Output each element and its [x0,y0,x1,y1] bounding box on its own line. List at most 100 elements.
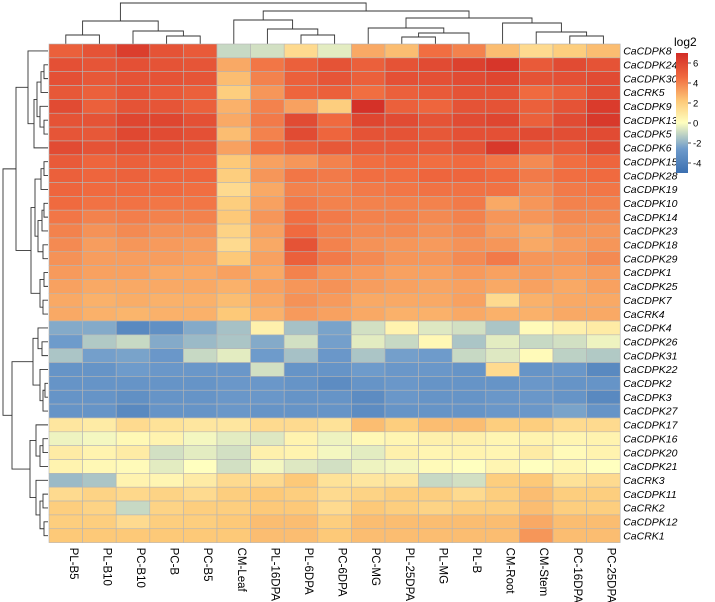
heatmap-cell [149,445,184,460]
heatmap-cell [82,140,117,156]
heatmap-cell [317,306,352,322]
heatmap-cell [216,514,251,530]
heatmap-cell [351,376,386,391]
heatmap-cell [351,362,386,377]
heatmap-cell [216,334,251,350]
dendrogram-branch [44,382,48,398]
heatmap-cell [82,237,117,253]
heatmap-cell [183,71,218,86]
heatmap-cell [183,389,218,405]
heatmap-cell [519,168,554,183]
heatmap-cell [250,320,285,336]
heatmap-cell [519,459,554,474]
heatmap-cell [115,71,151,86]
heatmap-cell [552,251,587,266]
heatmap-cell [183,292,218,308]
heatmap-cell [485,459,520,474]
heatmap-cell [519,417,554,433]
heatmap-cell [250,403,285,419]
heatmap-cell [216,112,251,128]
dendrogram-branch [40,168,48,190]
heatmap-cell [149,528,184,543]
heatmap-cell [485,279,520,294]
heatmap-cell [48,140,83,156]
heatmap-cell [552,514,587,530]
heatmap-cell [149,348,184,363]
heatmap-cell [586,237,621,253]
heatmap-cell [283,403,319,419]
heatmap-cell [485,376,520,391]
heatmap-cell [250,99,285,114]
row-label: CaCDPK1 [623,267,671,279]
heatmap-cell [216,292,251,308]
heatmap-cell [48,43,83,59]
heatmap-cell [384,126,419,142]
heatmap-cell [48,126,83,142]
column-label: PC-B10 [134,548,146,588]
heatmap-cell [149,334,184,350]
heatmap-cell [418,112,453,128]
heatmap-cell [519,154,554,169]
heatmap-cell [317,320,352,336]
heatmap-cell [115,57,151,72]
heatmap-cell [115,168,151,183]
heatmap-cell [183,486,218,502]
heatmap-cell [451,500,487,516]
heatmap-cell [351,99,386,114]
heatmap-cell [283,348,319,363]
heatmap-cell [283,182,319,197]
heatmap-cell [552,43,587,59]
heatmap-cell [351,320,386,336]
heatmap-cell [586,71,621,86]
heatmap-cell [216,473,251,488]
heatmap-cell [586,168,621,183]
heatmap-cell [115,459,151,474]
heatmap-cell [485,292,520,308]
heatmap-cell [384,334,419,350]
legend-title: log2 [674,35,697,49]
heatmap-cell [115,445,151,460]
heatmap-cell [552,112,587,128]
heatmap-cell [283,362,319,377]
heatmap-cell [586,292,621,308]
heatmap-cell [183,154,218,169]
heatmap-cell [384,85,419,100]
column-label: PC-6DPA [336,548,348,597]
row-label: CaCDPK4 [623,323,672,335]
heatmap-cell [418,389,453,405]
heatmap-cell [384,417,419,433]
heatmap-cell [115,403,151,419]
heatmap-cell [317,348,352,363]
heatmap-cell [552,473,587,488]
heatmap-cell [283,154,319,169]
heatmap-cell [283,376,319,391]
heatmap-cell [552,182,587,197]
heatmap-cell [552,362,587,377]
heatmap-cell [317,431,352,446]
heatmap-cell [451,403,487,419]
heatmap-cell [115,306,151,322]
heatmap-cell [552,459,587,474]
heatmap-cell [586,126,621,142]
heatmap-cell [586,99,621,114]
heatmap-cell [552,237,587,253]
heatmap-cell [250,237,285,253]
heatmap-cell [485,196,520,211]
heatmap-cell [552,140,587,156]
heatmap-cell [485,334,520,350]
heatmap-cell [451,237,487,253]
heatmap-cell [384,306,419,322]
heatmap-cell [351,126,386,142]
heatmap-cell [351,348,386,363]
heatmap-cell [183,126,218,142]
heatmap-cell [418,417,453,433]
heatmap-cell [384,237,419,253]
heatmap-cell [82,473,117,488]
heatmap-cell [384,223,419,239]
heatmap-cell [418,473,453,488]
heatmap-cell [115,182,151,197]
heatmap-cell [519,251,554,266]
column-label: PC-B5 [201,548,213,582]
heatmap-cell [384,528,419,543]
heatmap-cell [485,168,520,183]
